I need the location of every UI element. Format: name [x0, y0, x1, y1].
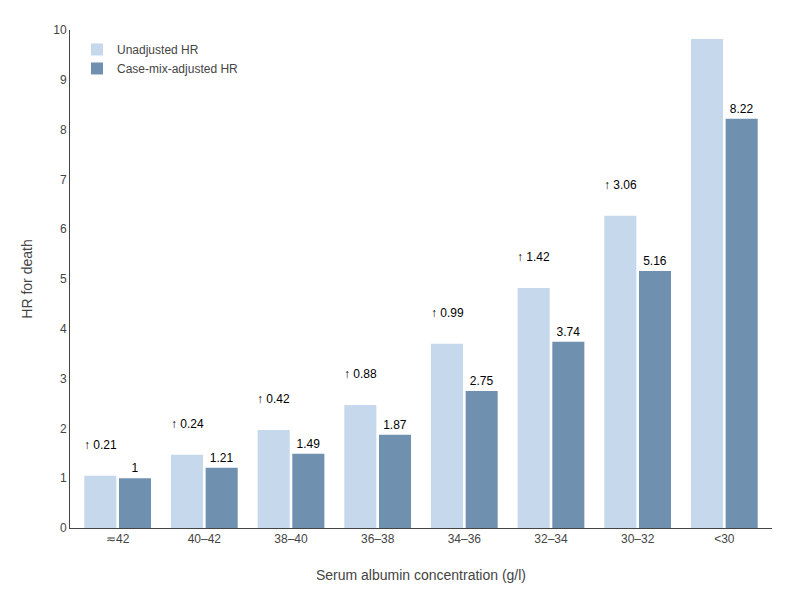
svg-text:↑ 0.24: ↑ 0.24: [171, 417, 204, 431]
svg-text:3.74: 3.74: [556, 325, 580, 339]
svg-text:9: 9: [60, 73, 67, 87]
svg-text:↑ 0.88: ↑ 0.88: [344, 367, 377, 381]
svg-text:5.16: 5.16: [643, 254, 667, 268]
svg-text:8: 8: [60, 123, 67, 137]
svg-text:2.75: 2.75: [470, 374, 494, 388]
svg-text:1: 1: [132, 461, 139, 475]
svg-text:↑ 0.42: ↑ 0.42: [257, 392, 290, 406]
svg-text:Case-mix-adjusted HR: Case-mix-adjusted HR: [117, 62, 238, 76]
svg-text:HR for death: HR for death: [19, 239, 35, 318]
svg-text:6: 6: [60, 222, 67, 236]
svg-text:4: 4: [60, 322, 67, 336]
svg-text:0: 0: [60, 521, 67, 535]
svg-text:↑ 0.21: ↑ 0.21: [84, 438, 117, 452]
svg-text:Serum albumin concentration (g: Serum albumin concentration (g/l): [316, 567, 526, 583]
svg-text:2: 2: [60, 422, 67, 436]
svg-text:3: 3: [60, 372, 67, 386]
svg-text:1.49: 1.49: [296, 437, 320, 451]
svg-text:Unadjusted HR: Unadjusted HR: [117, 43, 199, 57]
svg-text:32–34: 32–34: [534, 532, 568, 546]
svg-text:↑ 0.99: ↑ 0.99: [431, 306, 464, 320]
svg-text:38–40: 38–40: [274, 532, 308, 546]
svg-text:8.22: 8.22: [730, 102, 754, 116]
svg-text:↑ 3.06: ↑ 3.06: [604, 178, 637, 192]
svg-text:7: 7: [60, 173, 67, 187]
svg-text:≂42: ≂42: [106, 532, 130, 546]
svg-text:10: 10: [53, 23, 67, 37]
svg-text:36–38: 36–38: [361, 532, 395, 546]
svg-text:<30: <30: [714, 532, 735, 546]
svg-text:40–42: 40–42: [188, 532, 222, 546]
svg-text:1.87: 1.87: [383, 418, 407, 432]
svg-text:34–36: 34–36: [448, 532, 482, 546]
svg-text:1.21: 1.21: [210, 451, 234, 465]
svg-text:5: 5: [60, 272, 67, 286]
svg-text:↑ 1.42: ↑ 1.42: [517, 250, 550, 264]
svg-text:30–32: 30–32: [621, 532, 655, 546]
svg-text:1: 1: [60, 471, 67, 485]
